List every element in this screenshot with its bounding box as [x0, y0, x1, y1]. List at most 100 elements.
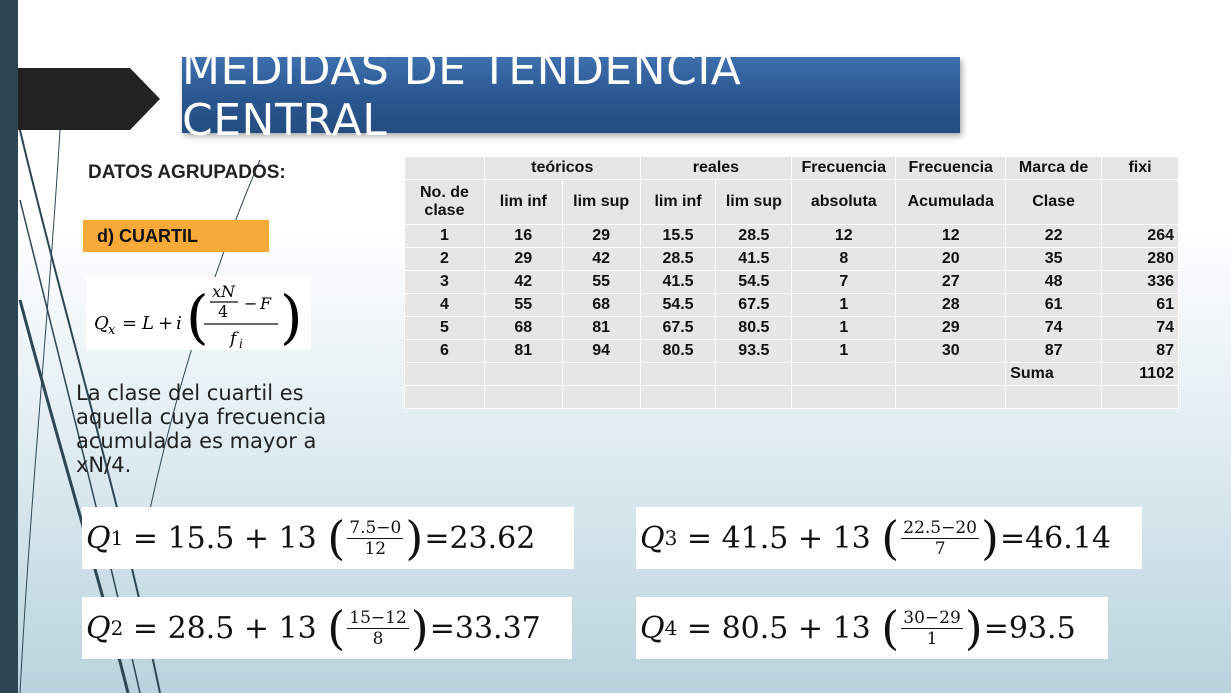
table-row: 4 55 68 54.5 67.5 1 28 61 61: [404, 293, 1179, 317]
table-cell: 41.5: [639, 270, 717, 294]
table-cell: 1: [404, 224, 485, 248]
table-cell: 16: [483, 224, 563, 248]
table-cell: 5: [404, 316, 485, 340]
table-cell: [895, 385, 1007, 409]
quartile-formula: Q x = L + i ( xN 4 − F f i ): [86, 277, 311, 351]
table-header-cell: teóricos: [483, 156, 641, 180]
table-header-cell: fixi: [1101, 156, 1179, 180]
table-cell: 280: [1101, 247, 1179, 271]
table-header-cell: Acumulada: [895, 179, 1007, 225]
table-cell: [404, 362, 485, 386]
table-cell: [1005, 385, 1103, 409]
table-header-cell: No. de clase: [404, 179, 485, 225]
table-header-cell: reales: [639, 156, 793, 180]
table-header-cell: Frecuencia: [895, 156, 1007, 180]
table-cell: 29: [561, 224, 641, 248]
svg-text:i: i: [176, 313, 182, 334]
table-cell: 81: [483, 339, 563, 363]
table-cell: 61: [1101, 293, 1179, 317]
table-cell: [791, 385, 897, 409]
table-cell: 6: [404, 339, 485, 363]
sum-value: 1102: [1101, 362, 1179, 386]
table-cell: 55: [561, 270, 641, 294]
sum-label: Suma: [1005, 362, 1103, 386]
table-cell: 12: [791, 224, 897, 248]
table-cell: 20: [895, 247, 1007, 271]
table-header-cell: lim inf: [639, 179, 717, 225]
table-cell: 74: [1101, 316, 1179, 340]
table-header-cell: lim sup: [561, 179, 641, 225]
table-row: 5 68 81 67.5 80.5 1 29 74 74: [404, 316, 1179, 340]
svg-text:x: x: [108, 323, 116, 338]
table-cell: [895, 362, 1007, 386]
table-cell: 12: [895, 224, 1007, 248]
svg-text:+: +: [158, 313, 173, 334]
table-cell: 28.5: [715, 224, 793, 248]
table-header-cell: Frecuencia: [791, 156, 897, 180]
page-title: MEDIDAS DE TENDENCIA CENTRAL: [182, 44, 742, 146]
table-row-sum: Suma 1102: [404, 362, 1179, 386]
table-cell: 35: [1005, 247, 1103, 271]
table-cell: 54.5: [715, 270, 793, 294]
table-cell: 7: [791, 270, 897, 294]
svg-text:F: F: [259, 294, 272, 313]
table-cell: [483, 385, 563, 409]
table-cell: 42: [561, 247, 641, 271]
table-cell: 1: [791, 316, 897, 340]
svg-text:−: −: [244, 294, 257, 313]
table-header-cell: absoluta: [791, 179, 897, 225]
table-header-cell: [404, 156, 485, 180]
svg-text:i: i: [239, 337, 243, 350]
table-cell: 22: [1005, 224, 1103, 248]
table-cell: 42: [483, 270, 563, 294]
table-cell: 68: [561, 293, 641, 317]
table-cell: 1: [791, 293, 897, 317]
svg-text:Q: Q: [94, 313, 109, 334]
title-banner: MEDIDAS DE TENDENCIA CENTRAL: [182, 44, 960, 146]
table-header-row: teóricos reales Frecuencia Frecuencia Ma…: [404, 156, 1179, 180]
table-row: 3 42 55 41.5 54.5 7 27 48 336: [404, 270, 1179, 294]
table-cell: 264: [1101, 224, 1179, 248]
table-cell: 30: [895, 339, 1007, 363]
table-cell: [483, 362, 563, 386]
table-cell: [639, 385, 717, 409]
svg-text:): ): [280, 283, 303, 350]
table-cell: 94: [561, 339, 641, 363]
table-cell: 336: [1101, 270, 1179, 294]
table-cell: [1101, 385, 1179, 409]
table-cell: [404, 385, 485, 409]
table-cell: 41.5: [715, 247, 793, 271]
table-cell: 1: [791, 339, 897, 363]
table-header-cell: [1101, 179, 1179, 225]
table-cell: 55: [483, 293, 563, 317]
table-cell: 29: [895, 316, 1007, 340]
svg-text:(: (: [186, 283, 209, 350]
frequency-table: teóricos reales Frecuencia Frecuencia Ma…: [404, 156, 1179, 409]
table-header-cell: Clase: [1005, 179, 1103, 225]
table-row: 2 29 42 28.5 41.5 8 20 35 280: [404, 247, 1179, 271]
table-cell: [639, 362, 717, 386]
table-cell: 3: [404, 270, 485, 294]
table-row: 1 16 29 15.5 28.5 12 12 22 264: [404, 224, 1179, 248]
table-header-cell: Marca de: [1005, 156, 1103, 180]
table-cell: 29: [483, 247, 563, 271]
table-cell: [791, 362, 897, 386]
table-cell: [715, 362, 793, 386]
table-cell: 28: [895, 293, 1007, 317]
table-row: 6 81 94 80.5 93.5 1 30 87 87: [404, 339, 1179, 363]
svg-text:L: L: [141, 313, 154, 334]
table-cell: 68: [483, 316, 563, 340]
table-cell: 48: [1005, 270, 1103, 294]
table-cell: 67.5: [715, 293, 793, 317]
subsection-label: d) CUARTIL: [83, 220, 269, 252]
table-cell: 2: [404, 247, 485, 271]
svg-text:=: =: [122, 313, 137, 334]
svg-text:4: 4: [218, 302, 228, 321]
left-accent-bar: [0, 0, 18, 693]
table-cell: [561, 385, 641, 409]
table-cell: 80.5: [639, 339, 717, 363]
